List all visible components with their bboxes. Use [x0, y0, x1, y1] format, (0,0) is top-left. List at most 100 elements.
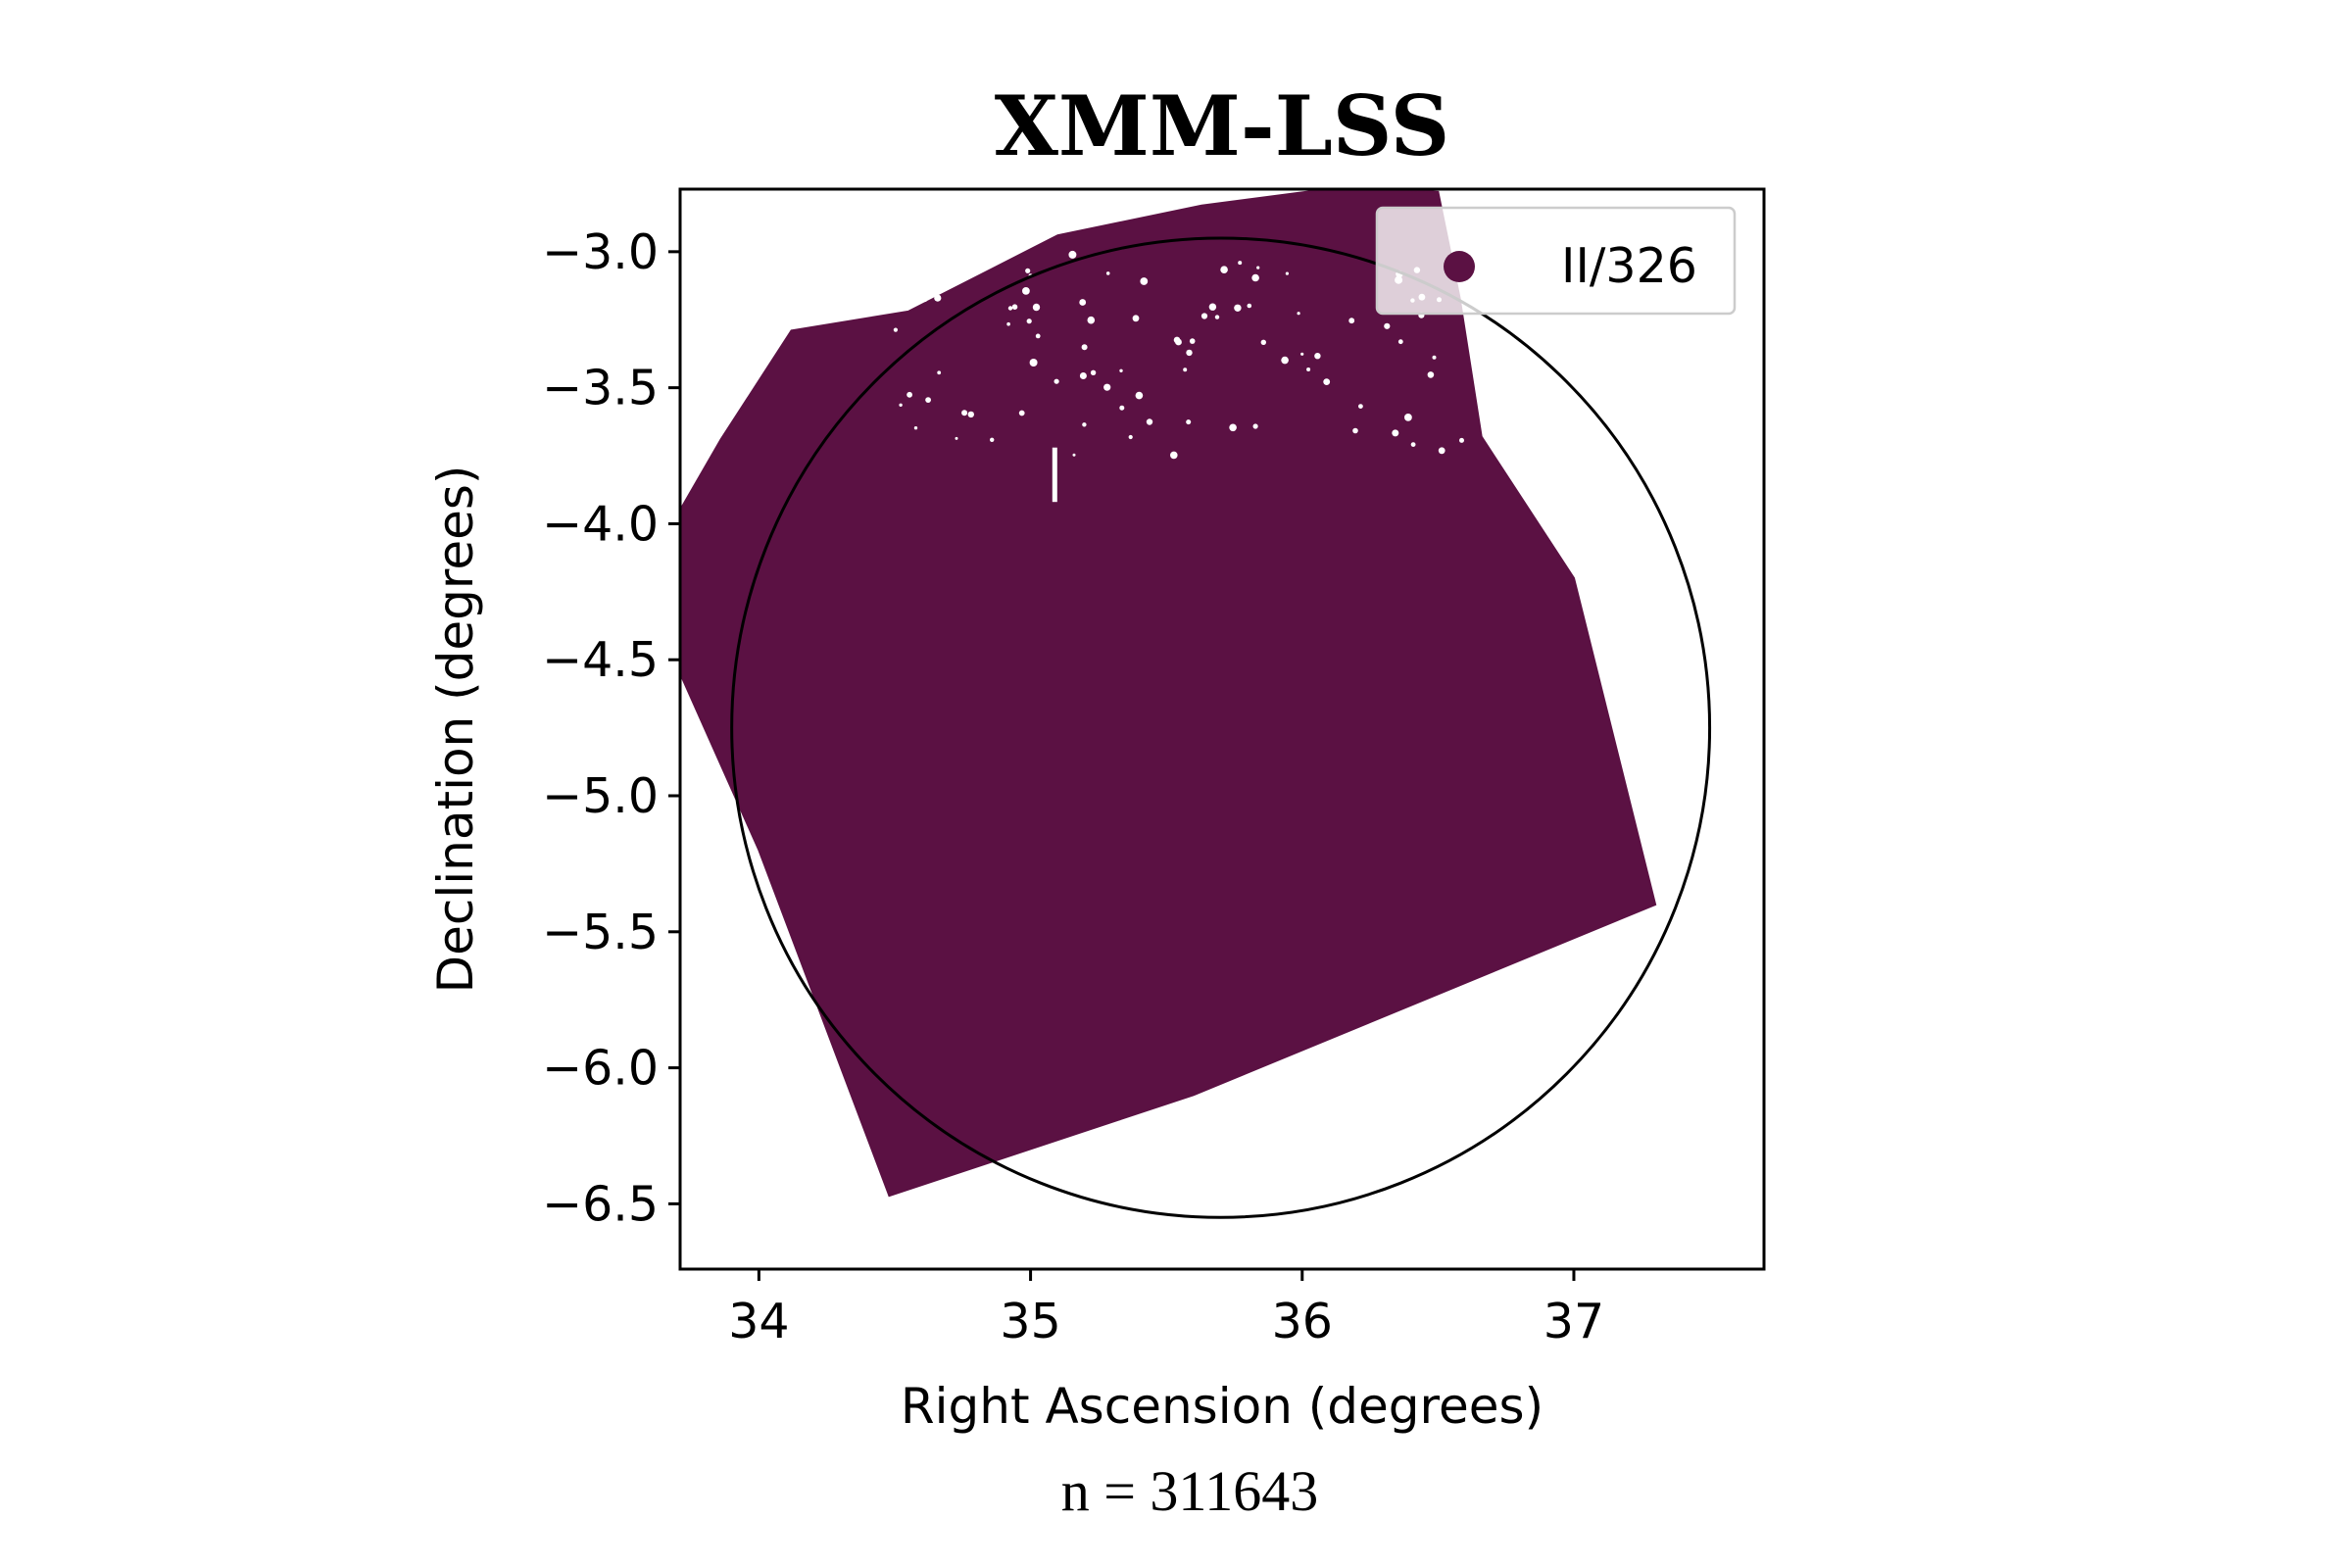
data-gap	[1200, 313, 1208, 319]
y-tick-label: −4.5	[542, 632, 659, 688]
data-gap	[1348, 318, 1355, 324]
data-gap	[1427, 371, 1435, 378]
data-gap	[1054, 378, 1059, 384]
data-gap	[937, 250, 942, 255]
data-gap	[1438, 447, 1446, 455]
data-gap	[1229, 423, 1237, 432]
data-gap	[1103, 383, 1111, 391]
data-gap	[1052, 447, 1057, 503]
data-gap	[1087, 316, 1096, 324]
count-annotation: n = 311643	[1061, 1459, 1319, 1523]
data-gap	[1018, 410, 1025, 416]
field-circle	[730, 236, 1712, 1219]
y-tick-label: −3.5	[542, 361, 659, 416]
legend-label: II/326	[1561, 238, 1697, 294]
data-gap	[1300, 352, 1304, 356]
data-gap	[925, 397, 931, 403]
data-gap	[1090, 369, 1097, 375]
data-gap	[1392, 429, 1399, 437]
data-gap	[913, 426, 918, 430]
data-gap	[1105, 271, 1110, 275]
data-gap	[1238, 261, 1243, 266]
data-gap	[1007, 306, 1013, 311]
y-axis: −3.0 −3.5 −4.0 −4.5 −5.0 −5.5 −6.0 −6.5	[542, 224, 680, 1232]
data-gap	[1404, 414, 1412, 421]
data-gap	[1189, 338, 1196, 344]
legend-marker	[1444, 251, 1475, 282]
data-gap	[1432, 355, 1437, 360]
data-gap	[1132, 315, 1140, 322]
data-gap	[1297, 312, 1300, 316]
data-gap	[1410, 442, 1416, 447]
data-gap	[1170, 451, 1178, 460]
data-gap	[921, 295, 928, 303]
y-tick-label: −4.0	[542, 496, 659, 552]
data-gap	[1186, 349, 1193, 357]
data-gap	[906, 391, 912, 398]
data-gap	[978, 264, 985, 270]
data-gap	[1459, 437, 1464, 443]
data-gap	[1234, 304, 1242, 312]
data-gap	[1140, 277, 1149, 285]
data-gap	[937, 370, 942, 375]
x-axis: 34 35 36 37	[728, 1269, 1604, 1349]
data-gap	[1208, 303, 1217, 311]
data-gap	[1252, 423, 1258, 429]
data-gap	[1026, 318, 1032, 324]
data-gap	[899, 403, 903, 407]
data-gap	[1183, 368, 1188, 372]
data-gap	[934, 294, 942, 302]
data-gap	[1146, 418, 1153, 425]
data-gap	[1079, 372, 1087, 379]
data-gap	[1285, 271, 1289, 275]
data-gap	[1029, 359, 1038, 367]
data-gap	[1135, 391, 1144, 400]
y-tick-label: −5.5	[542, 905, 659, 960]
data-gap	[1173, 336, 1181, 344]
data-gap	[1314, 353, 1321, 360]
data-gap	[1306, 368, 1311, 371]
data-gap	[1384, 322, 1391, 329]
x-tick-label: 37	[1544, 1294, 1604, 1349]
data-gap	[1119, 368, 1123, 372]
data-gap	[1323, 378, 1331, 385]
data-gap	[1025, 268, 1031, 273]
data-gap	[1011, 304, 1018, 311]
data-gap	[1220, 266, 1228, 274]
data-gap	[1035, 333, 1041, 339]
data-gap	[1072, 453, 1076, 457]
data-gap	[1352, 427, 1358, 434]
data-layer	[680, 189, 1712, 1219]
data-gap	[1128, 434, 1133, 440]
data-gap	[956, 266, 959, 270]
data-gap	[1358, 404, 1363, 409]
series-footprint	[680, 189, 1657, 1198]
data-gap	[967, 411, 974, 418]
data-gap	[1281, 356, 1289, 365]
y-tick-label: −5.0	[542, 768, 659, 824]
x-tick-label: 36	[1272, 1294, 1333, 1349]
x-tick-label: 34	[728, 1294, 789, 1349]
data-gap	[1032, 303, 1041, 312]
x-tick-label: 35	[1000, 1294, 1060, 1349]
data-gap	[1119, 405, 1125, 411]
data-gap	[892, 266, 898, 270]
data-gap	[1068, 250, 1077, 259]
plot-frame	[678, 187, 1766, 1271]
data-gap	[1397, 339, 1403, 345]
legend: II/326	[1375, 206, 1737, 316]
data-gap	[990, 437, 995, 442]
chart-title: XMM-LSS	[995, 77, 1450, 174]
data-gap	[1247, 303, 1252, 309]
data-gap	[1022, 287, 1030, 295]
data-gap	[1186, 419, 1192, 425]
data-gap	[893, 327, 899, 332]
data-gap	[1079, 299, 1087, 306]
data-gap	[955, 436, 958, 440]
data-gap	[1251, 273, 1259, 282]
data-gap	[1082, 422, 1087, 427]
data-gap	[961, 410, 968, 416]
y-tick-label: −3.0	[542, 224, 659, 280]
data-gap	[1006, 321, 1010, 326]
